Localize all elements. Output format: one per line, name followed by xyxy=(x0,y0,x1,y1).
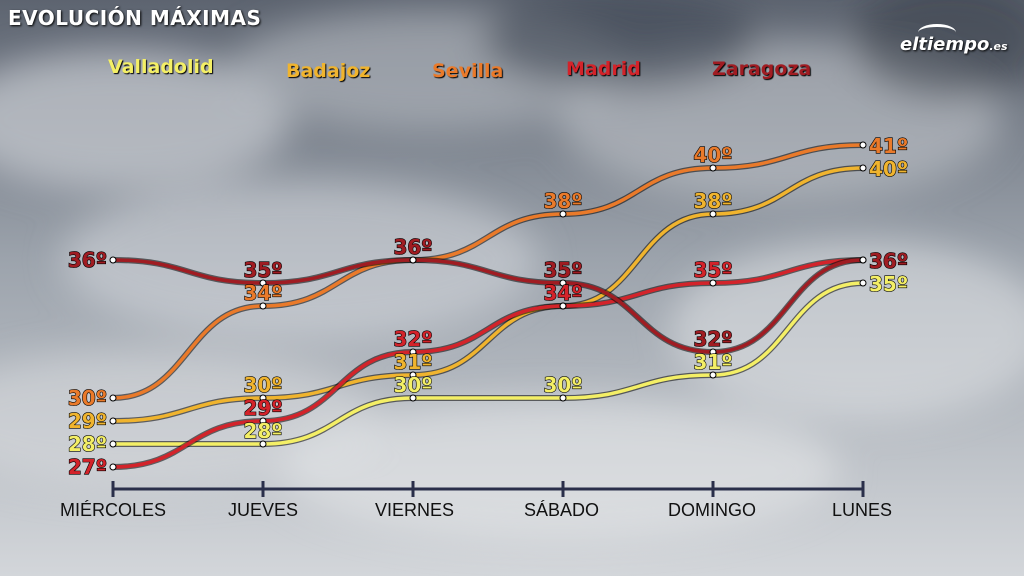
data-label-zaragoza: 35º xyxy=(543,258,582,282)
data-label-madrid: 34º xyxy=(543,281,582,305)
data-point-madrid xyxy=(259,417,267,425)
data-point-zaragoza xyxy=(859,256,867,264)
series-line-valladolid xyxy=(111,281,865,446)
data-label-sevilla: 41º xyxy=(869,134,908,158)
data-point-zaragoza xyxy=(259,279,267,287)
legend-item-valladolid: Valladolid xyxy=(108,56,214,78)
data-point-badajoz xyxy=(409,371,417,379)
x-tick-label: DOMINGO xyxy=(668,500,756,520)
series-line-shadow-badajoz xyxy=(112,165,864,424)
legend-item-zaragoza: Zaragoza xyxy=(712,58,812,80)
legend-item-madrid: Madrid xyxy=(566,58,641,80)
data-point-badajoz xyxy=(709,210,717,218)
series-line-badajoz xyxy=(111,166,865,423)
data-point-zaragoza xyxy=(109,256,117,264)
data-label-badajoz: 29º xyxy=(68,409,107,433)
data-label-valladolid: 28º xyxy=(243,419,282,443)
data-label-zaragoza: 35º xyxy=(243,258,282,282)
data-label-zaragoza: 36º xyxy=(869,249,908,273)
data-point-zaragoza xyxy=(559,279,567,287)
data-label-sevilla: 30º xyxy=(68,386,107,410)
chart-title: EVOLUCIÓN MÁXIMAS xyxy=(8,6,262,30)
data-label-badajoz: 30º xyxy=(243,373,282,397)
data-point-valladolid xyxy=(259,440,267,448)
data-point-valladolid xyxy=(409,394,417,402)
x-tick-label: SÁBADO xyxy=(524,500,600,520)
data-point-madrid xyxy=(109,463,117,471)
data-label-badajoz: 40º xyxy=(869,157,908,181)
data-label-valladolid: 30º xyxy=(393,373,432,397)
data-label-valladolid: 35º xyxy=(869,272,908,296)
x-tick-label: VIERNES xyxy=(375,500,455,520)
data-label-sevilla: 40º xyxy=(693,143,732,167)
data-label-madrid: 29º xyxy=(243,396,282,420)
data-label-valladolid: 31º xyxy=(693,350,732,374)
data-point-zaragoza xyxy=(409,256,417,264)
brand-tld: .es xyxy=(989,40,1008,53)
data-point-badajoz xyxy=(109,417,117,425)
data-point-valladolid xyxy=(559,394,567,402)
data-label-badajoz: 31º xyxy=(393,350,432,374)
data-point-madrid xyxy=(709,279,717,287)
data-label-madrid: 27º xyxy=(68,455,107,479)
data-point-sevilla xyxy=(559,210,567,218)
data-point-sevilla xyxy=(259,302,267,310)
x-tick-label: JUEVES xyxy=(228,500,299,520)
x-tick-label: MIÉRCOLES xyxy=(60,500,167,520)
data-label-zaragoza: 36º xyxy=(68,248,107,272)
data-point-sevilla xyxy=(109,394,117,402)
data-label-zaragoza: 32º xyxy=(693,327,732,351)
legend-item-sevilla: Sevilla xyxy=(432,60,504,82)
data-label-zaragoza: 36º xyxy=(393,235,432,259)
data-point-zaragoza xyxy=(709,348,717,356)
data-point-valladolid xyxy=(109,440,117,448)
data-label-sevilla: 34º xyxy=(243,281,282,305)
data-point-sevilla xyxy=(709,164,717,172)
brand-logo: eltiempo.es xyxy=(900,34,1008,55)
x-tick-label: LUNES xyxy=(832,500,893,520)
brand-logo-arc xyxy=(918,24,956,41)
series-line-sevilla xyxy=(111,143,865,400)
data-point-badajoz xyxy=(259,394,267,402)
brand-name: eltiempo xyxy=(900,34,990,55)
legend-item-badajoz: Badajoz xyxy=(286,60,371,82)
series-line-madrid xyxy=(111,258,865,469)
data-point-madrid xyxy=(559,302,567,310)
data-label-valladolid: 28º xyxy=(68,432,107,456)
data-label-sevilla: 38º xyxy=(543,189,582,213)
data-label-madrid: 35º xyxy=(693,258,732,282)
data-label-madrid: 32º xyxy=(393,327,432,351)
data-label-valladolid: 30º xyxy=(543,373,582,397)
data-point-badajoz xyxy=(859,164,867,172)
data-point-valladolid xyxy=(859,279,867,287)
data-label-badajoz: 38º xyxy=(693,189,732,213)
series-line-zaragoza xyxy=(111,258,865,354)
data-point-madrid xyxy=(409,348,417,356)
data-point-valladolid xyxy=(709,371,717,379)
data-point-sevilla xyxy=(859,141,867,149)
